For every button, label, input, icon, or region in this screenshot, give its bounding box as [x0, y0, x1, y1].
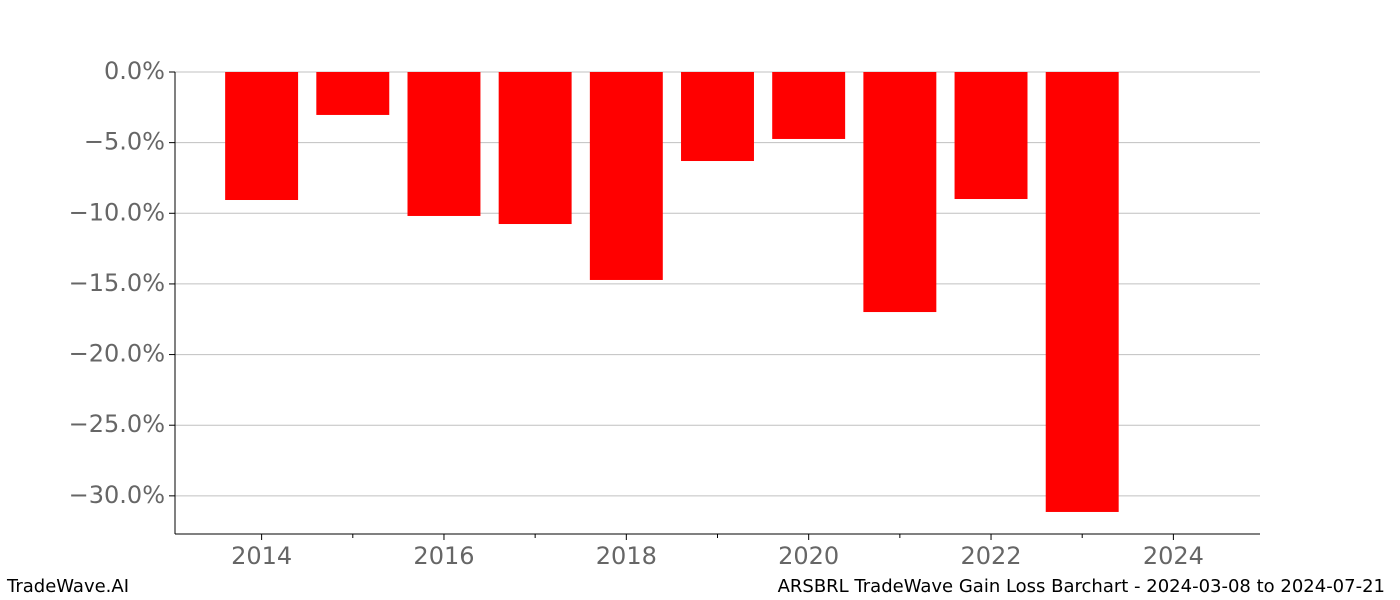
y-tick-label: −15.0%	[69, 269, 165, 297]
x-tick-label: 2024	[1143, 542, 1204, 570]
footer-right: ARSBRL TradeWave Gain Loss Barchart - 20…	[778, 576, 1385, 597]
bar	[589, 72, 663, 280]
x-tick-label: 2022	[960, 542, 1021, 570]
y-tick-label: −20.0%	[69, 340, 165, 368]
bar	[1045, 72, 1119, 512]
y-tick-label: −25.0%	[69, 410, 165, 438]
bar	[225, 72, 299, 201]
bar	[407, 72, 481, 216]
bar	[498, 72, 572, 225]
x-tick-label: 2020	[778, 542, 839, 570]
y-tick-label: −30.0%	[69, 481, 165, 509]
x-tick-label: 2018	[596, 542, 657, 570]
bar	[316, 72, 390, 115]
bar	[772, 72, 846, 139]
bar	[681, 72, 754, 162]
y-tick-label: −5.0%	[84, 128, 165, 156]
bar	[863, 72, 937, 313]
y-tick-label: −10.0%	[69, 198, 165, 226]
bar	[954, 72, 1028, 200]
x-tick-label: 2016	[413, 542, 474, 570]
y-tick-label: 0.0%	[104, 57, 165, 85]
footer-left: TradeWave.AI	[6, 576, 129, 597]
x-tick-label: 2014	[231, 542, 292, 570]
